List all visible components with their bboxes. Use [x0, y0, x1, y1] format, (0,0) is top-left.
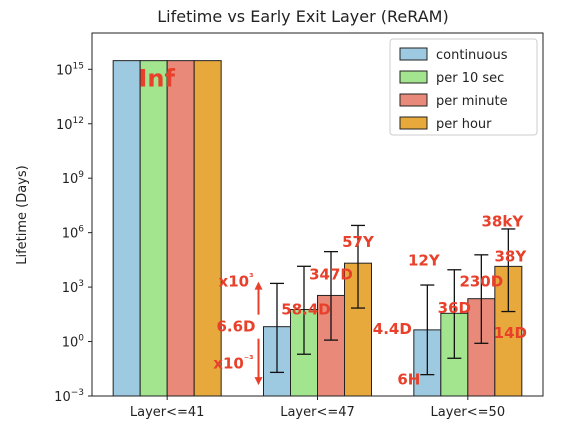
y-tick-label: 103 — [62, 279, 84, 296]
annotation-label: 36D — [438, 299, 471, 317]
bar — [166, 60, 195, 397]
legend-swatch — [399, 70, 428, 84]
legend-swatch — [399, 116, 428, 130]
chart-title: Lifetime vs Early Exit Layer (ReRAM) — [157, 7, 448, 26]
y-tick-label: 100 — [62, 334, 85, 351]
legend-label: continuous — [436, 48, 508, 63]
annotation-label: 57Y — [342, 233, 375, 251]
bar — [139, 60, 168, 397]
annotation-label: 14D — [494, 324, 527, 342]
y-tick-label: 109 — [62, 170, 85, 187]
inf-label: Inf — [138, 65, 175, 93]
legend-label: per 10 sec — [436, 71, 504, 86]
x-tick-label: Layer<=50 — [431, 405, 506, 420]
annotation-label: 230D — [459, 273, 503, 291]
y-tick-label: 1015 — [56, 61, 84, 78]
y-tick-label: 106 — [62, 225, 85, 242]
bar — [112, 60, 141, 397]
annotation-label: 6H — [397, 371, 420, 389]
y-tick-label: 1012 — [56, 116, 84, 133]
x-tick-label: Layer<=47 — [280, 405, 355, 420]
annotation-label: 6.6D — [216, 318, 255, 336]
annotation-label: x10⁻³ — [213, 355, 253, 373]
legend-label: per hour — [436, 117, 492, 132]
plot-area: Inf x10³ 58.4D 347D 57Y 6.6D x10⁻³ 12Y 36D 230D 38… — [112, 60, 527, 397]
annotation-label: 4.4D — [373, 320, 412, 338]
legend-swatch — [399, 93, 428, 107]
legend-swatch — [399, 47, 428, 61]
bar — [193, 60, 222, 397]
y-tick-label: 10−3 — [54, 388, 84, 405]
arrow-down-head — [254, 377, 263, 386]
annotation-label: 12Y — [408, 251, 441, 269]
legend: continuous per 10 sec per minute per hour — [389, 38, 538, 136]
annotation-label: 347D — [309, 265, 353, 283]
x-tick-label: Layer<=41 — [130, 405, 205, 420]
annotation-label: 38Y — [494, 247, 527, 265]
legend-box — [389, 38, 538, 136]
arrow-up-head — [254, 281, 263, 290]
annotation-label: 58.4D — [281, 300, 330, 318]
legend-label: per minute — [436, 94, 508, 109]
y-axis-label: Lifetime (Days) — [15, 165, 30, 265]
annotation-label: x10³ — [219, 273, 254, 291]
annotation-label: 38kY — [481, 213, 524, 231]
